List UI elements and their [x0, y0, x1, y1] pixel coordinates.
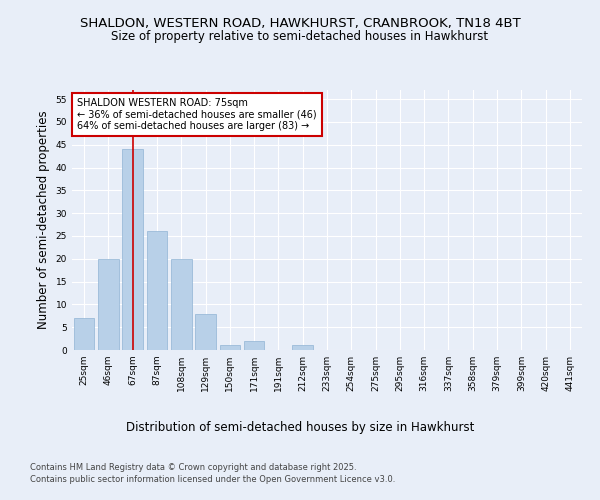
Bar: [244, 341, 265, 350]
Bar: [122, 150, 143, 350]
Y-axis label: Number of semi-detached properties: Number of semi-detached properties: [37, 110, 50, 330]
Bar: [220, 346, 240, 350]
Bar: [171, 259, 191, 350]
Text: Contains HM Land Registry data © Crown copyright and database right 2025.: Contains HM Land Registry data © Crown c…: [30, 463, 356, 472]
Bar: [146, 232, 167, 350]
Bar: [98, 259, 119, 350]
Bar: [74, 318, 94, 350]
Text: Distribution of semi-detached houses by size in Hawkhurst: Distribution of semi-detached houses by …: [126, 421, 474, 434]
Bar: [195, 314, 216, 350]
Bar: [292, 346, 313, 350]
Text: Size of property relative to semi-detached houses in Hawkhurst: Size of property relative to semi-detach…: [112, 30, 488, 43]
Text: Contains public sector information licensed under the Open Government Licence v3: Contains public sector information licen…: [30, 476, 395, 484]
Text: SHALDON WESTERN ROAD: 75sqm
← 36% of semi-detached houses are smaller (46)
64% o: SHALDON WESTERN ROAD: 75sqm ← 36% of sem…: [77, 98, 317, 131]
Text: SHALDON, WESTERN ROAD, HAWKHURST, CRANBROOK, TN18 4BT: SHALDON, WESTERN ROAD, HAWKHURST, CRANBR…: [80, 18, 520, 30]
